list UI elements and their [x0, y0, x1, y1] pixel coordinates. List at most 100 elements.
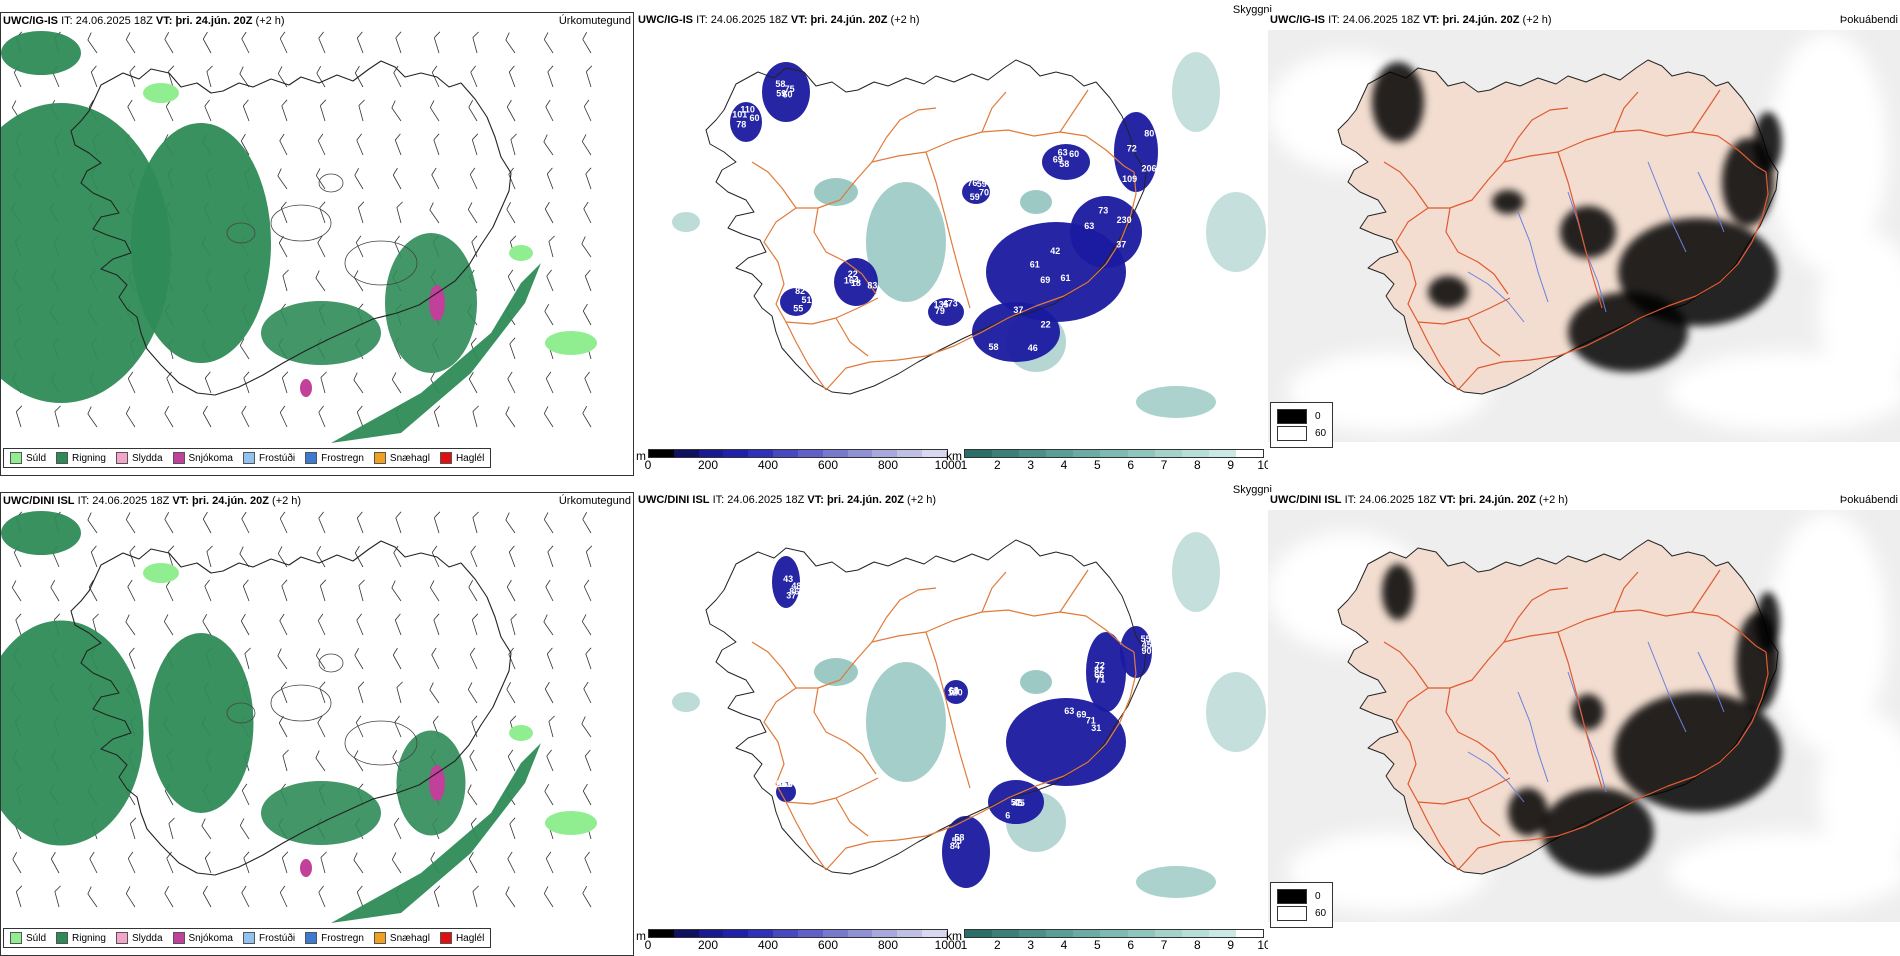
colorbar-tick: 9 [1227, 938, 1234, 952]
cloud-base-label: 71 [1086, 715, 1096, 725]
fog-index-legend: 0 60 [1270, 882, 1334, 928]
colorbar-swatch [797, 450, 823, 457]
colorbar-tick: 4 [1060, 458, 1068, 472]
valid-time: þri. 24.jún. 20Z [1442, 14, 1520, 26]
cloud-base-label: 164 [844, 276, 859, 286]
cloud-base-label: 67 [782, 779, 792, 789]
legend-swatch [439, 932, 452, 944]
panel-title: Þokuábendi [1839, 494, 1898, 506]
cloud-base-label: 90 [1141, 646, 1151, 656]
colorbar-swatch [1154, 450, 1182, 457]
iceland-outline [70, 540, 512, 876]
legend-item-frostúði: Frostúði [242, 932, 295, 944]
legend-swatch [439, 452, 452, 464]
cloud-base-label: 110 [740, 104, 755, 114]
colorbar-swatch [773, 930, 798, 937]
colorbar-swatch [1100, 930, 1128, 937]
low-dewpoint-areas [1382, 564, 1782, 876]
cloud-base-label: 69 [1076, 709, 1086, 719]
fog-index-map [1268, 510, 1900, 922]
cloud-base-label: 31 [1091, 723, 1101, 733]
colorbar-swatch [1235, 930, 1264, 937]
cloudbase-colorbar: m 0 200 400 600 800 1000 [636, 929, 961, 952]
cloudbase-colorbar: m 0 200 400 600 800 1000 [636, 449, 961, 472]
cloud-base-label: 45 [1015, 798, 1025, 808]
fog-index-legend-row: 0 [1277, 409, 1326, 424]
colorbar-swatch [1046, 930, 1074, 937]
cloud-base-label: 37 [1013, 305, 1023, 315]
cloud-base-label: 120 [948, 687, 963, 697]
precip-map [1, 511, 597, 923]
valid-time-label: VT: [155, 15, 173, 27]
colorbar-swatch [1208, 450, 1236, 457]
legend-label: Snæhagl [389, 452, 430, 464]
legend-label: Rigning [72, 932, 106, 944]
valid-time-label: VT: [172, 495, 189, 507]
legend-item-frostregn: Frostregn [305, 452, 364, 464]
precip-areas [1, 31, 597, 443]
cloud-base-label: 59 [776, 88, 786, 98]
panel-title: Þokuábendi [1839, 14, 1898, 26]
legend-label: Slydda [131, 932, 163, 944]
road-network [751, 89, 1137, 391]
lead-time: (+2 h) [890, 14, 920, 26]
visibility-colorbar: km 1 2 3 4 5 6 7 8 9 10 [946, 449, 1271, 472]
cloud-base-label: 55 [1141, 634, 1151, 644]
legend-label: Snjókoma [188, 452, 233, 464]
panel-header: UWC/IG-IS IT: 24.06.2025 18Z VT: þri. 24… [1270, 14, 1552, 26]
cloud-base-label: 22 [1041, 319, 1051, 329]
road-network [751, 569, 1137, 871]
colorbar-swatch [748, 450, 774, 457]
legend-swatch [10, 932, 22, 944]
fog-areas [672, 532, 1266, 898]
colorbar-tick: 200 [697, 938, 719, 952]
init-time-label: IT: [696, 14, 708, 26]
legend-swatch [1277, 906, 1307, 921]
cloud-base-label: 473 [943, 298, 958, 308]
iceland-outline [705, 59, 1147, 395]
legend-swatch [373, 452, 386, 464]
low-dewpoint-areas [1372, 62, 1782, 372]
cloud-base-label: 76 [967, 178, 977, 188]
legend-swatch [1277, 426, 1307, 441]
legend-label: 60 [1315, 428, 1327, 439]
legend-swatch [373, 932, 386, 944]
colorbar-swatch [847, 450, 873, 457]
colorbar-tick: 6 [1127, 458, 1134, 472]
cloud-map: 7578376163805876837982601012269732066959… [672, 52, 1266, 418]
model-name: UWC/DINI ISL [3, 495, 75, 507]
cloud-base-label: 61 [1060, 273, 1070, 283]
legend-item-slydda: Slydda [115, 452, 163, 464]
cloud-base-label: 6 [1005, 811, 1010, 821]
iceland-outline [70, 60, 512, 396]
road-network [1383, 569, 1769, 871]
legend-label: Haglél [455, 452, 485, 464]
legend-swatch [242, 932, 255, 944]
road-network [1383, 89, 1769, 391]
precip-type-panel: UWC/IG-IS IT: 24.06.2025 18Z VT: þri. 24… [0, 12, 634, 476]
colorbar-tick: 6 [1127, 938, 1134, 952]
cloud-base-label: 101 [732, 110, 747, 120]
cloud-base-label: 583 [776, 779, 791, 789]
model-name: UWC/DINI ISL [638, 494, 710, 506]
colorbar-tick: 8 [1193, 458, 1201, 472]
low-cloud-areas [772, 556, 1152, 888]
colorbar-tick: 1 [960, 938, 968, 952]
cloud-base-label: 59 [970, 192, 980, 202]
model-name: UWC/IG-IS [1270, 14, 1325, 26]
colorbar-swatch [1127, 450, 1155, 457]
panel-title: Úrkomutegund [558, 15, 631, 27]
panel-header: UWC/DINI ISL IT: 24.06.2025 18Z VT: þri.… [1270, 494, 1568, 506]
colorbar-tick: 400 [757, 938, 779, 952]
cloud-base-label: 37 [1116, 240, 1126, 250]
panel-title: Úrkomutegund [558, 495, 631, 507]
panel-title: Skyggni [1232, 4, 1272, 16]
cloud-base-label: 82 [795, 286, 805, 296]
init-time: 24.06.2025 18Z [1359, 494, 1440, 506]
cloud-base-label: 61 [1030, 260, 1040, 270]
fog-index-legend: 0 60 [1270, 402, 1334, 448]
panel-header: UWC/DINI ISL IT: 24.06.2025 18Z VT: þri.… [638, 494, 936, 506]
colorbar-tick: 600 [817, 938, 839, 952]
legend-label: Frostregn [321, 452, 364, 464]
cloud-base-label: 72 [1095, 660, 1105, 670]
